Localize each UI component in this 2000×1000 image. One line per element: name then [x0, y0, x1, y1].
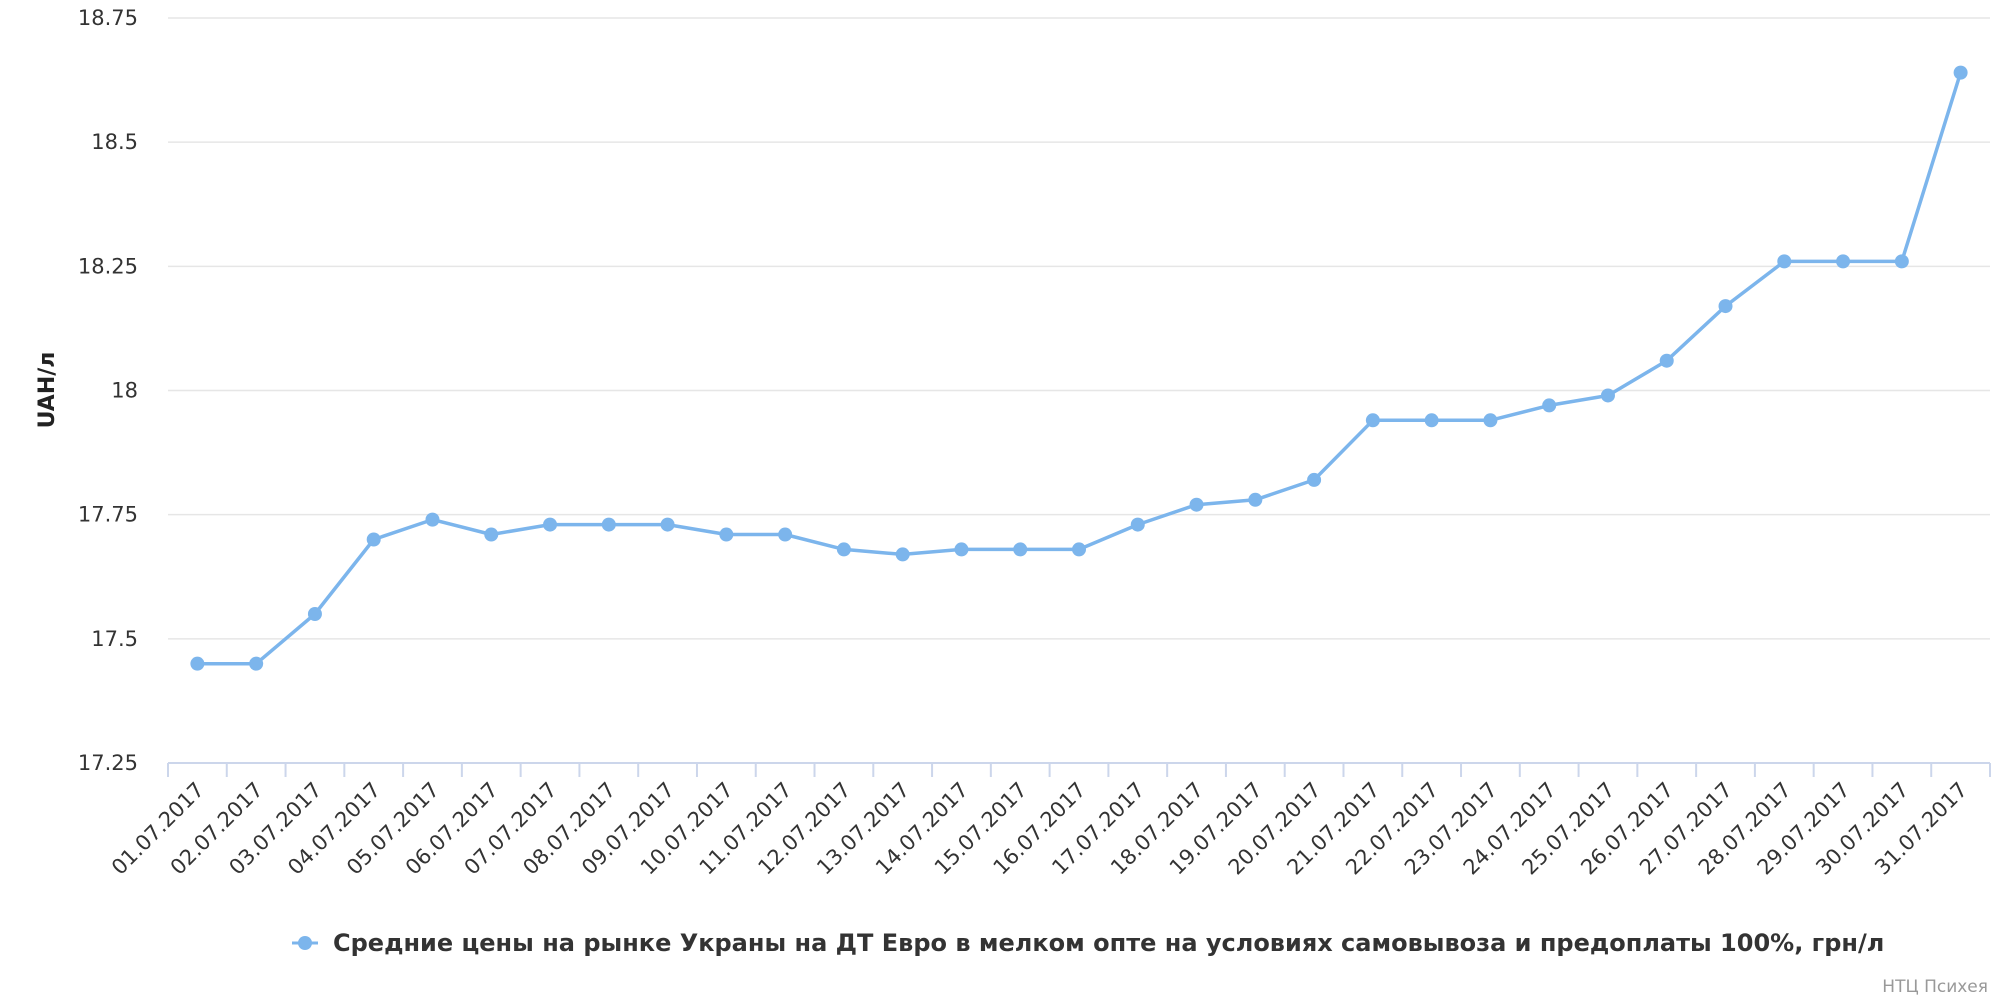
data-point[interactable] — [1365, 413, 1380, 428]
data-point[interactable] — [1072, 542, 1086, 557]
data-point[interactable] — [601, 517, 616, 532]
data-point[interactable] — [1542, 398, 1557, 413]
data-point[interactable] — [425, 512, 440, 527]
data-point[interactable] — [1248, 492, 1263, 507]
data-point[interactable] — [895, 547, 910, 562]
data-point[interactable] — [1953, 65, 1968, 80]
data-point[interactable] — [484, 527, 499, 542]
data-point[interactable] — [249, 656, 264, 671]
data-point[interactable] — [1836, 254, 1851, 269]
data-point[interactable] — [1894, 254, 1909, 269]
data-point[interactable] — [1013, 542, 1028, 557]
data-point[interactable] — [778, 527, 793, 542]
y-tick-label: 17.25 — [78, 751, 138, 775]
legend[interactable]: Средние цены на рынке Украны на ДТ Евро … — [292, 929, 1884, 957]
data-point[interactable] — [543, 517, 558, 532]
data-point[interactable] — [307, 607, 322, 621]
data-point[interactable] — [366, 532, 381, 547]
data-point[interactable] — [1659, 353, 1674, 368]
y-tick-label: 18.5 — [91, 130, 138, 154]
data-point[interactable] — [1718, 299, 1733, 314]
legend-marker-icon — [298, 936, 312, 950]
data-point[interactable] — [1424, 413, 1439, 428]
data-point[interactable] — [719, 527, 734, 542]
y-tick-label: 17.75 — [78, 503, 138, 527]
grid-lines — [168, 17, 1990, 640]
data-point[interactable] — [660, 517, 675, 532]
data-point[interactable] — [954, 542, 969, 557]
x-axis: 01.07.201702.07.201703.07.201704.07.2017… — [107, 762, 1991, 880]
legend-label: Средние цены на рынке Украны на ДТ Евро … — [333, 929, 1884, 957]
data-point[interactable] — [1307, 472, 1322, 487]
data-point[interactable] — [1130, 517, 1145, 532]
credit-label: НТЦ Психея — [1882, 977, 1988, 997]
data-point[interactable] — [1777, 254, 1792, 269]
y-tick-label: 18 — [111, 379, 138, 403]
series-layer — [190, 65, 1968, 671]
data-point[interactable] — [1483, 413, 1498, 428]
y-tick-label: 17.5 — [91, 627, 138, 651]
data-point[interactable] — [836, 542, 851, 557]
data-point[interactable] — [1600, 388, 1615, 403]
series-line[interactable] — [197, 72, 1963, 666]
data-point[interactable] — [190, 656, 205, 671]
y-axis-title: UAH/л — [35, 352, 60, 429]
y-tick-label: 18.25 — [78, 254, 138, 278]
y-axis-ticks: 17.25 17.5 17.75 18 18.25 18.5 18.75 — [78, 6, 138, 775]
y-tick-label: 18.75 — [78, 6, 138, 30]
data-point[interactable] — [1189, 497, 1204, 512]
